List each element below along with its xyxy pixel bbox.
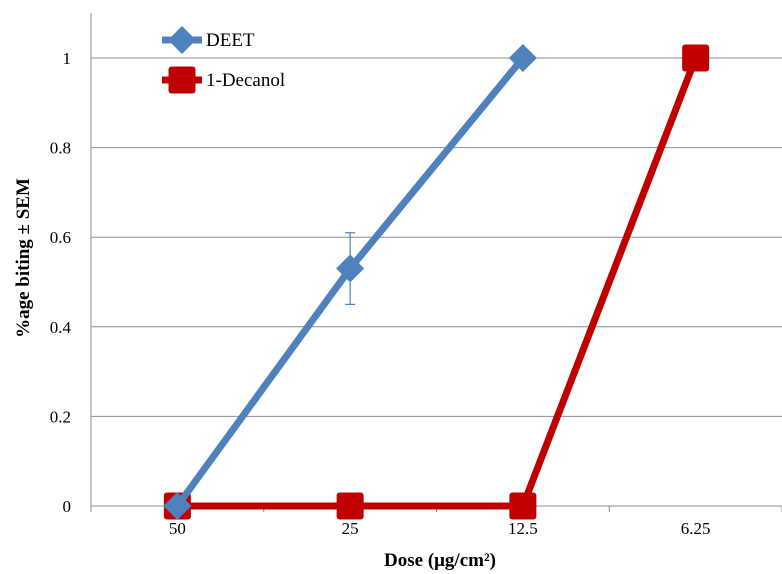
diamond-marker <box>336 254 365 283</box>
square-marker <box>682 44 710 72</box>
square-marker <box>509 492 537 520</box>
square-marker <box>336 492 364 520</box>
y-axis-ticks: 0 0.2 0.4 0.6 0.8 1 <box>50 49 72 516</box>
y-tick-label: 1 <box>63 49 72 68</box>
gridlines <box>91 57 782 417</box>
diamond-marker <box>508 44 537 72</box>
y-tick-label: 0.4 <box>50 318 72 337</box>
legend-item: 1-Decanol <box>162 66 285 94</box>
x-axis-title: Dose (μg/cm²) <box>384 550 496 571</box>
x-axis-ticks: 50 25 12.5 6.25 <box>169 519 711 538</box>
y-tick-label: 0.8 <box>50 139 71 158</box>
y-tick-label: 0.2 <box>50 407 71 426</box>
series-deet <box>163 44 537 520</box>
y-tick-label: 0 <box>63 497 72 516</box>
x-tick-label: 12.5 <box>508 519 538 538</box>
y-axis-title: %age biting ± SEM <box>13 178 34 338</box>
x-tick-label: 25 <box>342 519 359 538</box>
diamond-marker <box>163 492 192 520</box>
x-tick-label: 6.25 <box>681 519 711 538</box>
series-layer <box>163 44 710 520</box>
legend-item: DEET <box>162 26 255 54</box>
series-line <box>177 56 699 510</box>
x-tick-label: 50 <box>169 519 186 538</box>
diamond-marker <box>168 26 196 54</box>
legend-label: DEET <box>206 30 255 51</box>
series-1-decanol <box>163 44 710 520</box>
square-marker <box>168 66 196 94</box>
y-tick-label: 0.6 <box>50 228 71 247</box>
legend-label: 1-Decanol <box>206 70 285 91</box>
legend: DEET 1-Decanol <box>162 26 285 94</box>
